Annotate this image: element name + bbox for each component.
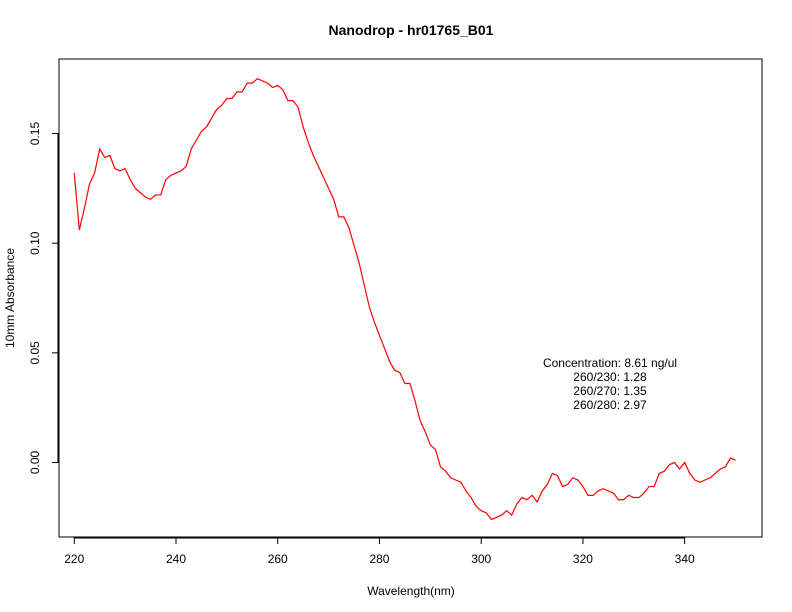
chart-title: Nanodrop - hr01765_B01 xyxy=(329,22,494,38)
absorbance-line xyxy=(73,78,736,521)
x-tick-label: 340 xyxy=(675,552,695,566)
plot-frame xyxy=(58,58,763,538)
y-axis-label: 10mm Absorbance xyxy=(3,248,17,348)
annotation-concentration: Concentration: 8.61 ng/ul xyxy=(543,356,677,370)
x-tick-label: 300 xyxy=(471,552,491,566)
annotation-ratio-260-270: 260/270: 1.35 xyxy=(573,384,647,398)
x-tick-label: 260 xyxy=(268,552,288,566)
y-tick-label: 0.05 xyxy=(28,341,42,365)
annotation-block: Concentration: 8.61 ng/ul 260/230: 1.28 … xyxy=(543,356,677,412)
x-axis: 220 240 260 280 300 320 340 xyxy=(64,537,695,566)
x-tick-label: 320 xyxy=(573,552,593,566)
x-tick-label: 240 xyxy=(166,552,186,566)
x-axis-label: Wavelength(nm) xyxy=(367,584,455,598)
y-tick-label: 0.00 xyxy=(28,450,42,474)
y-axis: 0.00 0.05 0.10 0.15 xyxy=(28,122,59,474)
annotation-ratio-260-280: 260/280: 2.97 xyxy=(573,398,647,412)
x-tick-label: 280 xyxy=(369,552,389,566)
y-tick-label: 0.10 xyxy=(28,231,42,255)
annotation-ratio-260-230: 260/230: 1.28 xyxy=(573,370,647,384)
x-tick-label: 220 xyxy=(64,552,84,566)
y-tick-label: 0.15 xyxy=(28,122,42,146)
